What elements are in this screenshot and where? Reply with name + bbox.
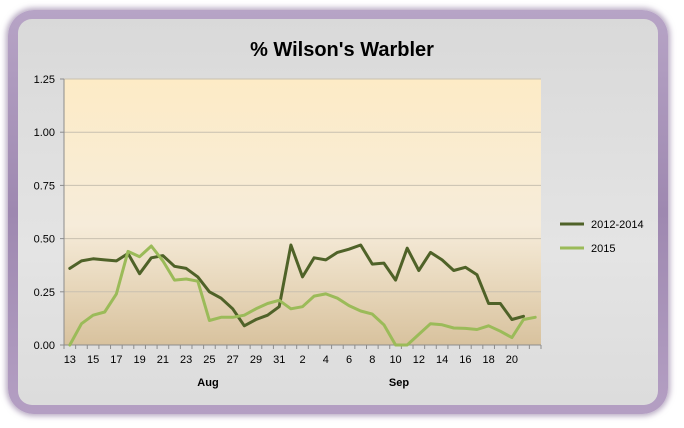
y-tick-label: 1.00 bbox=[34, 127, 55, 139]
x-tick-label: 17 bbox=[110, 354, 122, 366]
y-tick-label: 1.25 bbox=[34, 74, 55, 86]
x-axis: 13 15 17 19 21 23 25 27 29 31 2 4 6 8 10 12 14 16 18 20 Aug S… bbox=[63, 344, 542, 389]
y-tick-label: 0.00 bbox=[34, 340, 55, 352]
x-tick-label: 10 bbox=[389, 354, 401, 366]
x-tick-label: 18 bbox=[483, 354, 495, 366]
month-label: Sep bbox=[389, 377, 409, 389]
x-tick-label: 31 bbox=[273, 354, 285, 366]
x-tick-label: 19 bbox=[133, 354, 145, 366]
x-tick-label: 27 bbox=[227, 354, 239, 366]
x-tick-label: 8 bbox=[369, 354, 375, 366]
x-tick-label: 2 bbox=[299, 354, 305, 366]
gridlines bbox=[64, 78, 541, 293]
y-tick-label: 0.75 bbox=[34, 180, 55, 192]
x-tick-label: 4 bbox=[323, 354, 329, 366]
legend-label: 2012-2014 bbox=[591, 219, 644, 231]
y-tick-label: 0.25 bbox=[34, 287, 55, 299]
series-line-0 bbox=[68, 243, 525, 328]
month-label: Aug bbox=[197, 377, 218, 389]
x-tick-label: 21 bbox=[157, 354, 169, 366]
legend-label: 2015 bbox=[591, 243, 615, 255]
chart-title: % Wilson's Warbler bbox=[250, 39, 434, 61]
x-tick-label: 6 bbox=[346, 354, 352, 366]
x-tick-label: 14 bbox=[436, 354, 448, 366]
x-tick-label: 16 bbox=[459, 354, 471, 366]
x-tick-label: 20 bbox=[506, 354, 518, 366]
x-tick-label: 23 bbox=[180, 354, 192, 366]
series-line-1 bbox=[68, 244, 537, 347]
y-tick-label: 0.50 bbox=[34, 234, 55, 246]
x-tick-label: 15 bbox=[87, 354, 99, 366]
legend: 2012-2014 2015 bbox=[560, 219, 644, 255]
x-tick-label: 12 bbox=[413, 354, 425, 366]
x-tick-label: 25 bbox=[203, 354, 215, 366]
x-tick-label: 13 bbox=[64, 354, 76, 366]
x-tick-label: 29 bbox=[250, 354, 262, 366]
y-axis: 0.00 0.25 0.50 0.75 1.00 1.25 bbox=[34, 74, 65, 352]
plot-area bbox=[64, 79, 541, 345]
series-lines bbox=[68, 243, 537, 347]
